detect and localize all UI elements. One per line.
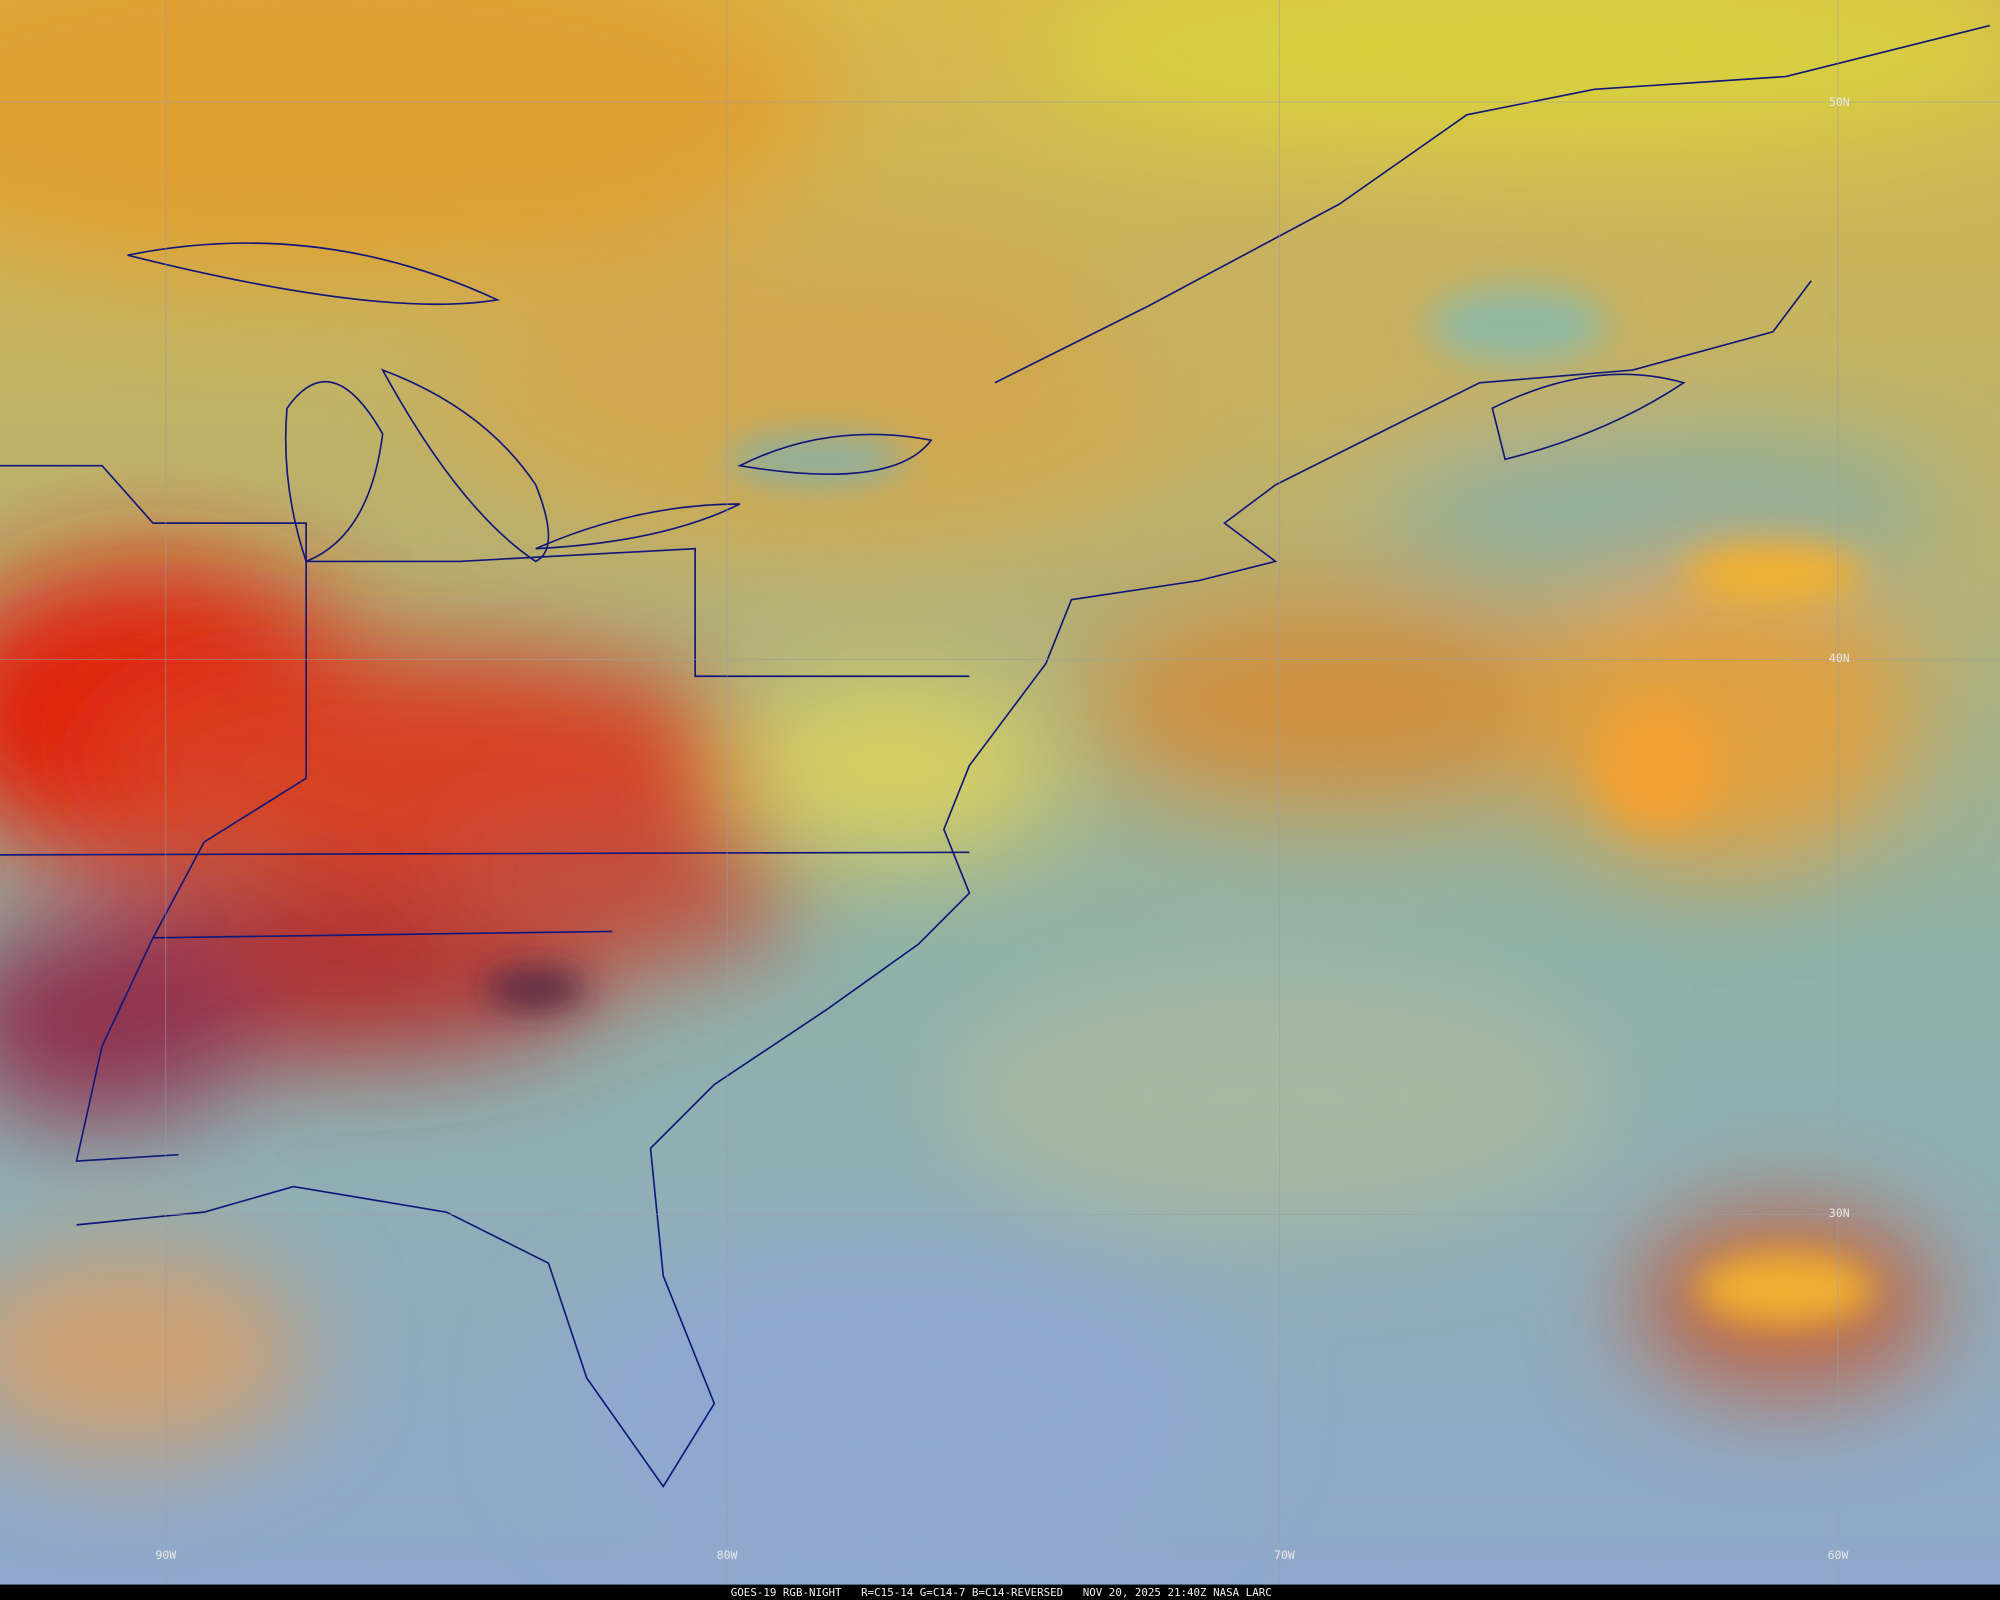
footer-bar bbox=[0, 1584, 2000, 1600]
coastlines bbox=[0, 24, 1990, 1488]
latitude-label: 40N bbox=[1829, 651, 1850, 665]
longitude-label: 60W bbox=[1828, 1548, 1849, 1562]
latitude-label: 50N bbox=[1829, 95, 1850, 109]
longitude-label: 80W bbox=[717, 1548, 738, 1562]
longitude-label: 90W bbox=[155, 1548, 176, 1562]
latitude-label: 30N bbox=[1829, 1206, 1850, 1220]
footer-caption: GOES-19 RGB-NIGHT R=C15-14 G=C14-7 B=C14… bbox=[731, 1586, 1272, 1599]
longitude-label: 70W bbox=[1274, 1548, 1295, 1562]
